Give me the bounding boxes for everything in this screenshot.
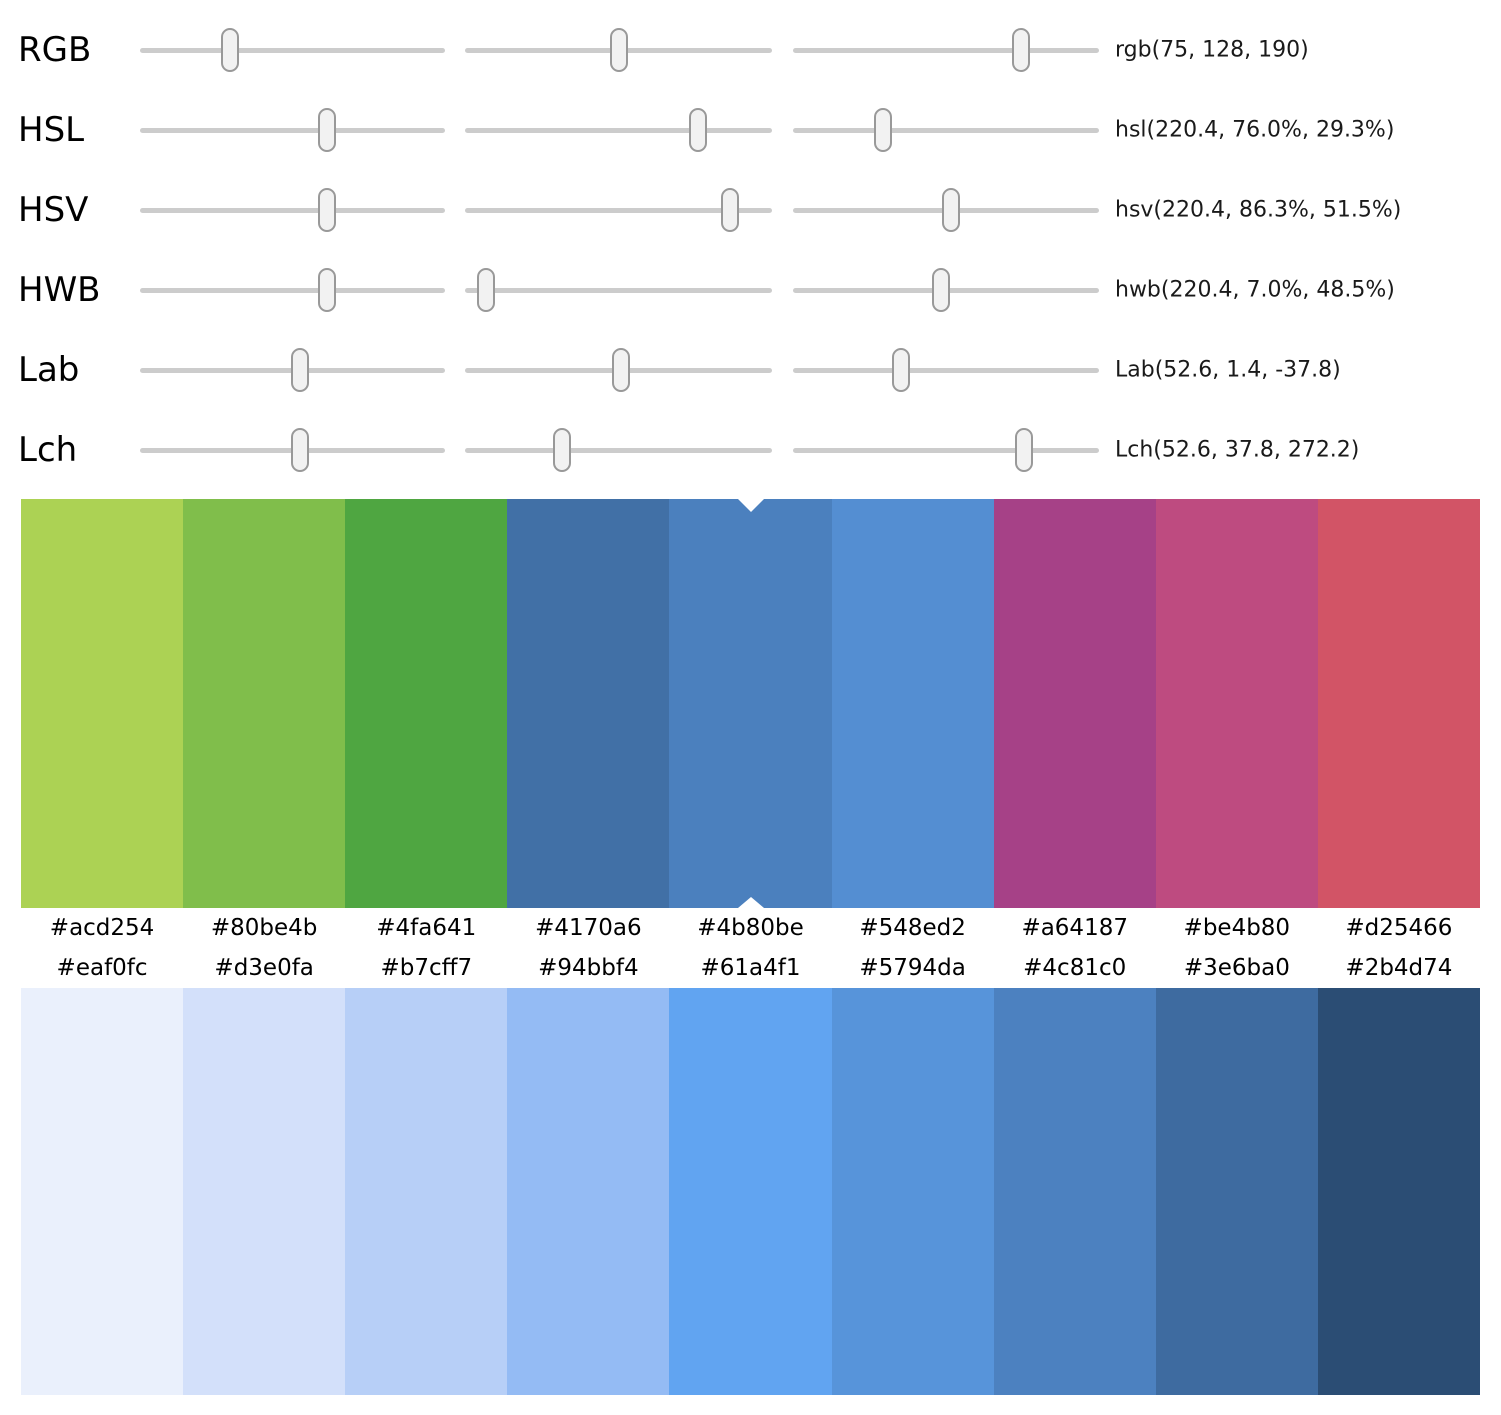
lab-slider-3-track[interactable] (793, 348, 1099, 392)
lch-value: Lch(52.6, 37.8, 272.2) (1115, 437, 1360, 463)
scale-hex-label: #94bbf4 (538, 955, 639, 981)
palette-swatch[interactable] (507, 499, 670, 908)
scale-hex-label: #5794da (859, 955, 966, 981)
scale-swatch[interactable] (507, 988, 670, 1395)
hsv-slider-3-track[interactable] (793, 188, 1099, 232)
hsl-slider-2-thumb[interactable] (689, 108, 708, 152)
rgb-label: RGB (18, 30, 92, 70)
scale-swatch[interactable] (183, 988, 346, 1395)
lab-slider-1-track[interactable] (140, 348, 445, 392)
hwb-value: hwb(220.4, 7.0%, 48.5%) (1115, 277, 1395, 303)
hsv-label: HSV (18, 190, 89, 230)
lch-label: Lch (18, 430, 78, 470)
palette-swatch[interactable] (1317, 499, 1480, 908)
scale-hex-label: #3e6ba0 (1183, 955, 1290, 981)
palette-swatch[interactable] (183, 499, 346, 908)
lab-slider-2-track[interactable] (465, 348, 772, 392)
scale-hex-labels: #eaf0fc #d3e0fa #b7cff7 #94bbf4 #61a4f1 … (21, 948, 1480, 988)
palette-swatch-selected[interactable] (669, 499, 832, 908)
rgb-slider-2-thumb[interactable] (610, 28, 629, 72)
lch-slider-2-track[interactable] (465, 428, 772, 472)
lch-slider-1-thumb[interactable] (291, 428, 310, 472)
hsv-slider-2-track[interactable] (465, 188, 772, 232)
scale-hex-label: #d3e0fa (214, 955, 314, 981)
hwb-slider-2-thumb[interactable] (477, 268, 496, 312)
palette-swatch[interactable] (345, 499, 508, 908)
scale-hex-label: #61a4f1 (700, 955, 801, 981)
hsl-label: HSL (18, 110, 85, 150)
lch-slider-3-thumb[interactable] (1015, 428, 1034, 472)
palette-swatch[interactable] (831, 499, 994, 908)
slider-row-hwb: HWB hwb(220.4, 7.0%, 48.5%) (0, 250, 1501, 330)
lab-slider-1-thumb[interactable] (291, 348, 310, 392)
scale-swatch[interactable] (993, 988, 1156, 1395)
slider-row-lch: Lch Lch(52.6, 37.8, 272.2) (0, 410, 1501, 490)
hwb-slider-2-track[interactable] (465, 268, 772, 312)
selected-color-marker-bottom-icon (737, 897, 764, 908)
lch-slider-2-thumb[interactable] (552, 428, 571, 472)
hwb-slider-3-thumb[interactable] (932, 268, 951, 312)
scale-swatch[interactable] (1155, 988, 1318, 1395)
hwb-slider-1-track[interactable] (140, 268, 445, 312)
hsl-slider-3-track[interactable] (793, 108, 1099, 152)
lab-label: Lab (18, 350, 80, 390)
lch-slider-1-track[interactable] (140, 428, 445, 472)
palette-swatch[interactable] (21, 499, 184, 908)
rgb-value: rgb(75, 128, 190) (1115, 37, 1309, 63)
scale-hex-label: #4c81c0 (1023, 955, 1127, 981)
palette-hex-label: #4170a6 (535, 915, 642, 941)
tint-shade-scale (21, 988, 1480, 1395)
scale-swatch[interactable] (21, 988, 184, 1395)
scale-hex-label: #2b4d74 (1345, 955, 1453, 981)
scale-hex-label: #eaf0fc (56, 955, 148, 981)
hsl-slider-2-track[interactable] (465, 108, 772, 152)
palette-hex-label: #be4b80 (1183, 915, 1291, 941)
hsl-slider-1-track[interactable] (140, 108, 445, 152)
hwb-slider-3-track[interactable] (793, 268, 1099, 312)
hsv-slider-2-thumb[interactable] (720, 188, 739, 232)
rgb-slider-1-track[interactable] (140, 28, 445, 72)
hsv-value: hsv(220.4, 86.3%, 51.5%) (1115, 197, 1402, 223)
palette-hex-labels: #acd254 #80be4b #4fa641 #4170a6 #4b80be … (21, 908, 1480, 948)
lab-value: Lab(52.6, 1.4, -37.8) (1115, 357, 1341, 383)
slider-row-lab: Lab Lab(52.6, 1.4, -37.8) (0, 330, 1501, 410)
slider-row-hsl: HSL hsl(220.4, 76.0%, 29.3%) (0, 90, 1501, 170)
palette-swatches (21, 499, 1480, 908)
scale-swatch[interactable] (831, 988, 994, 1395)
palette-hex-label: #80be4b (210, 915, 318, 941)
palette-swatch[interactable] (993, 499, 1156, 908)
palette-hex-label: #4b80be (697, 915, 804, 941)
palette-hex-label: #acd254 (49, 915, 155, 941)
palette-hex-label: #d25466 (1345, 915, 1453, 941)
palette-swatch[interactable] (1155, 499, 1318, 908)
color-palette (21, 499, 1480, 908)
rgb-slider-3-track[interactable] (793, 28, 1099, 72)
selected-color-marker-top-icon (737, 499, 764, 512)
slider-panel: RGB rgb(75, 128, 190) HSL hsl(220.4, 76.… (0, 0, 1501, 490)
hwb-label: HWB (18, 270, 101, 310)
scale-swatch[interactable] (1317, 988, 1480, 1395)
hsv-slider-1-thumb[interactable] (317, 188, 336, 232)
hsv-slider-3-thumb[interactable] (941, 188, 960, 232)
hsl-slider-3-thumb[interactable] (873, 108, 892, 152)
hwb-slider-1-thumb[interactable] (317, 268, 336, 312)
scale-hex-label: #b7cff7 (380, 955, 473, 981)
palette-hex-label: #4fa641 (376, 915, 477, 941)
lab-slider-2-thumb[interactable] (611, 348, 630, 392)
palette-hex-label: #a64187 (1021, 915, 1128, 941)
lch-slider-3-track[interactable] (793, 428, 1099, 472)
scale-swatch[interactable] (345, 988, 508, 1395)
hsl-value: hsl(220.4, 76.0%, 29.3%) (1115, 117, 1395, 143)
lab-slider-3-thumb[interactable] (892, 348, 911, 392)
palette-hex-label: #548ed2 (859, 915, 966, 941)
rgb-slider-2-track[interactable] (465, 28, 772, 72)
rgb-slider-3-thumb[interactable] (1011, 28, 1030, 72)
hsl-slider-1-thumb[interactable] (317, 108, 336, 152)
rgb-slider-1-thumb[interactable] (220, 28, 239, 72)
hsv-slider-1-track[interactable] (140, 188, 445, 232)
slider-row-rgb: RGB rgb(75, 128, 190) (0, 10, 1501, 90)
slider-row-hsv: HSV hsv(220.4, 86.3%, 51.5%) (0, 170, 1501, 250)
scale-swatch[interactable] (669, 988, 832, 1395)
